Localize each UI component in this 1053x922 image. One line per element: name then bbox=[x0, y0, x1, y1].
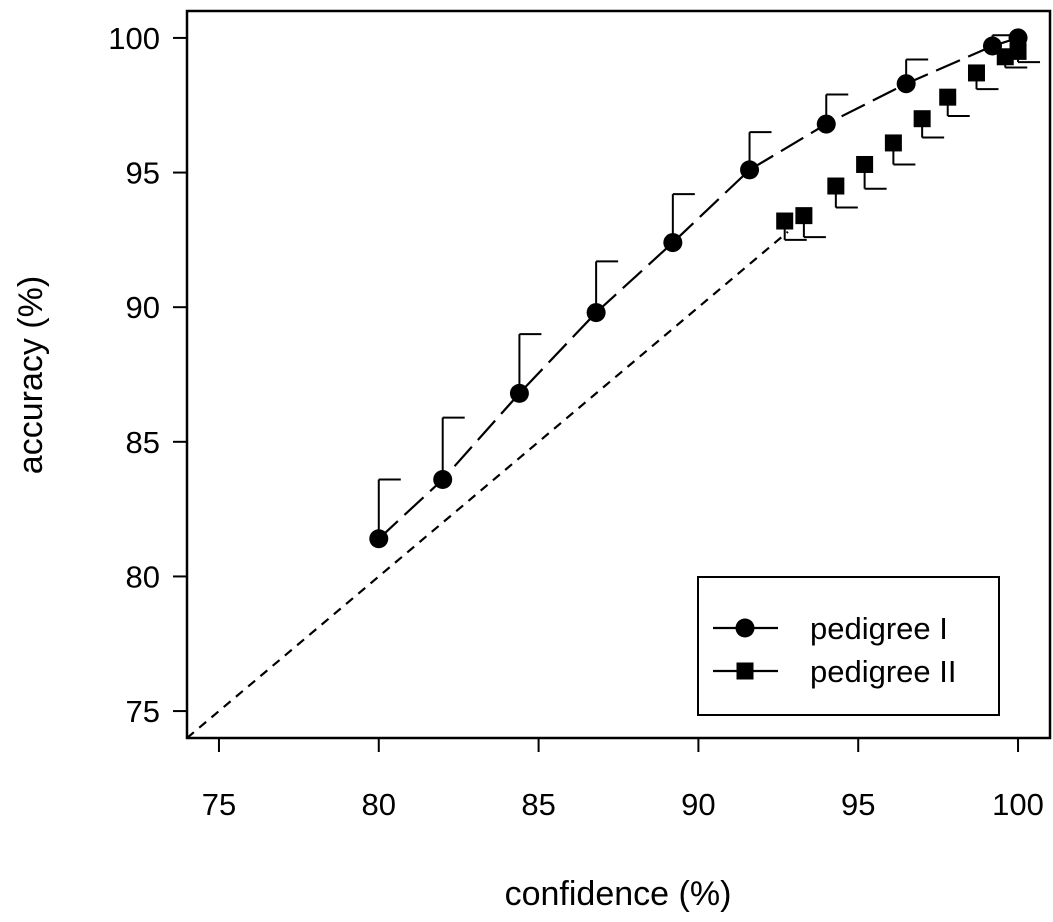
legend: pedigree I pedigree II bbox=[697, 576, 1000, 716]
series-pedigree-1-point bbox=[896, 74, 916, 94]
series-pedigree-1-point bbox=[1008, 28, 1028, 48]
y-tick-label: 90 bbox=[126, 290, 160, 325]
series-pedigree-2-point bbox=[856, 155, 874, 173]
series-pedigree-1-point bbox=[509, 383, 529, 403]
y-tick-label: 80 bbox=[126, 559, 160, 594]
series-layer bbox=[369, 28, 1041, 549]
identity-reference-line bbox=[186, 230, 789, 739]
x-tick-label: 90 bbox=[681, 787, 715, 822]
x-tick-label: 75 bbox=[202, 787, 236, 822]
plot-frame bbox=[185, 9, 1052, 740]
series-pedigree-2-point bbox=[795, 207, 813, 225]
legend-marker-circle bbox=[735, 618, 755, 638]
legend-marker-square bbox=[736, 662, 754, 680]
series-pedigree-2-point bbox=[913, 110, 931, 128]
x-tick-label: 85 bbox=[521, 787, 555, 822]
x-axis-title: confidence (%) bbox=[505, 875, 732, 913]
x-tick-label: 100 bbox=[992, 787, 1044, 822]
y-axis: 75 80 85 90 95 100 bbox=[108, 21, 187, 729]
series-pedigree-2-point bbox=[884, 134, 902, 152]
series-pedigree-1-point bbox=[586, 303, 606, 323]
y-axis-title: accuracy (%) bbox=[12, 276, 50, 474]
series-pedigree-1-point bbox=[369, 529, 389, 549]
series-pedigree-1-point bbox=[740, 160, 760, 180]
series-pedigree-2-point bbox=[996, 48, 1014, 66]
legend-label-2: pedigree II bbox=[810, 654, 957, 689]
legend-label-1: pedigree I bbox=[810, 611, 948, 646]
y-tick-label: 95 bbox=[126, 156, 160, 191]
y-tick-label: 75 bbox=[126, 694, 160, 729]
x-axis: 75 80 85 90 95 100 bbox=[202, 738, 1044, 822]
series-pedigree-2-point bbox=[939, 88, 957, 106]
x-tick-label: 80 bbox=[362, 787, 396, 822]
reference-layer bbox=[186, 230, 789, 739]
series-pedigree-2-point bbox=[1009, 42, 1027, 60]
series-pedigree-1-point bbox=[816, 114, 836, 134]
series-pedigree-1-line bbox=[378, 36, 1019, 540]
x-tick-label: 95 bbox=[841, 787, 875, 822]
series-pedigree-1-point bbox=[433, 470, 453, 490]
series-pedigree-2-point bbox=[827, 177, 845, 195]
y-tick-label: 100 bbox=[108, 21, 160, 56]
series-pedigree-2-point bbox=[967, 64, 985, 82]
series-pedigree-1-point bbox=[663, 233, 683, 253]
legend-box bbox=[697, 576, 1000, 716]
y-tick-label: 85 bbox=[126, 425, 160, 460]
series-pedigree-2-point bbox=[776, 212, 794, 230]
